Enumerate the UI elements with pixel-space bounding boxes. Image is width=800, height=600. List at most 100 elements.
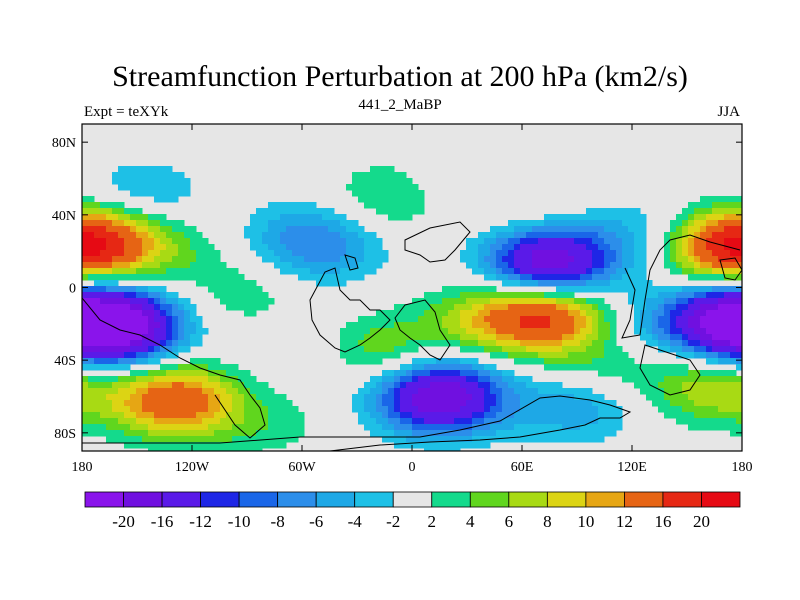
contour-cell — [700, 406, 707, 413]
contour-cell — [376, 184, 383, 191]
contour-cell — [532, 430, 539, 437]
contour-cell — [172, 232, 179, 239]
contour-cell — [406, 190, 413, 197]
contour-cell — [508, 268, 515, 275]
contour-cell — [118, 394, 125, 401]
contour-cell — [604, 346, 611, 353]
contour-cell — [280, 244, 287, 251]
contour-cell — [370, 256, 377, 263]
contour-cell — [724, 310, 731, 317]
contour-cell — [250, 220, 257, 227]
contour-cell — [226, 406, 233, 413]
contour-cell — [496, 310, 503, 317]
contour-cell — [604, 268, 611, 275]
contour-cell — [544, 316, 551, 323]
contour-cell — [610, 418, 617, 425]
contour-cell — [694, 322, 701, 329]
contour-cell — [88, 292, 95, 299]
contour-cell — [544, 256, 551, 263]
contour-cell — [232, 370, 239, 377]
contour-cell — [580, 220, 587, 227]
contour-cell — [580, 238, 587, 245]
contour-cell — [514, 340, 521, 347]
contour-cell — [556, 430, 563, 437]
contour-cell — [178, 172, 185, 179]
contour-cell — [154, 220, 161, 227]
contour-cell — [184, 412, 191, 419]
contour-cell — [580, 424, 587, 431]
contour-cell — [502, 274, 509, 281]
contour-cell — [190, 328, 197, 335]
contour-cell — [670, 394, 677, 401]
contour-cell — [724, 394, 731, 401]
contour-cell — [238, 418, 245, 425]
contour-cell — [382, 346, 389, 353]
contour-cell — [124, 358, 131, 365]
contour-cell — [100, 328, 107, 335]
contour-cell — [244, 424, 251, 431]
contour-cell — [172, 256, 179, 263]
coastline-africa — [394, 299, 451, 361]
contour-cell — [196, 400, 203, 407]
contour-cell — [268, 202, 275, 209]
contour-cell — [634, 262, 641, 269]
contour-cell — [232, 292, 239, 299]
contour-cell — [544, 346, 551, 353]
contour-cell — [412, 328, 419, 335]
contour-cell — [382, 376, 389, 383]
contour-cell — [472, 268, 479, 275]
contour-cell — [448, 334, 455, 341]
contour-cell — [142, 250, 149, 257]
contour-cell — [250, 238, 257, 245]
contour-cell — [526, 430, 533, 437]
contour-cell — [616, 412, 623, 419]
contour-cell — [448, 304, 455, 311]
contour-cell — [712, 274, 719, 281]
contour-cell — [670, 376, 677, 383]
contour-cell — [556, 424, 563, 431]
contour-cell — [202, 388, 209, 395]
contour-cell — [388, 430, 395, 437]
contour-cell — [208, 250, 215, 257]
contour-cell — [694, 418, 701, 425]
contour-cell — [256, 208, 263, 215]
contour-cell — [160, 238, 167, 245]
contour-cell — [412, 358, 419, 365]
contour-cell — [82, 364, 89, 371]
contour-cell — [472, 442, 479, 449]
contour-cell — [550, 388, 557, 395]
contour-cell — [106, 346, 113, 353]
contour-cell — [94, 274, 101, 281]
contour-cell — [166, 292, 173, 299]
colorbar-swatch — [508, 491, 548, 508]
contour-cell — [508, 394, 515, 401]
contour-cell — [364, 232, 371, 239]
contour-cell — [688, 286, 695, 293]
contour-cell — [238, 274, 245, 281]
contour-cell — [178, 382, 185, 389]
contour-cell — [616, 346, 623, 353]
contour-cell — [556, 280, 563, 287]
contour-cell — [304, 226, 311, 233]
contour-cell — [406, 418, 413, 425]
contour-cell — [706, 328, 713, 335]
contour-cell — [718, 196, 725, 203]
contour-cell — [730, 376, 737, 383]
contour-cell — [412, 442, 419, 449]
contour-cell — [412, 322, 419, 329]
contour-cell — [118, 310, 125, 317]
x-tick-label: 180 — [732, 460, 753, 475]
contour-cell — [592, 412, 599, 419]
contour-cell — [604, 310, 611, 317]
contour-cell — [568, 316, 575, 323]
contour-cell — [724, 262, 731, 269]
contour-cell — [316, 220, 323, 227]
contour-cell — [328, 256, 335, 263]
contour-cell — [622, 208, 629, 215]
contour-cell — [226, 274, 233, 281]
coastline-asia-east — [621, 234, 741, 339]
contour-cell — [628, 364, 635, 371]
contour-cell — [130, 412, 137, 419]
contour-cell — [532, 418, 539, 425]
contour-cell — [550, 256, 557, 263]
